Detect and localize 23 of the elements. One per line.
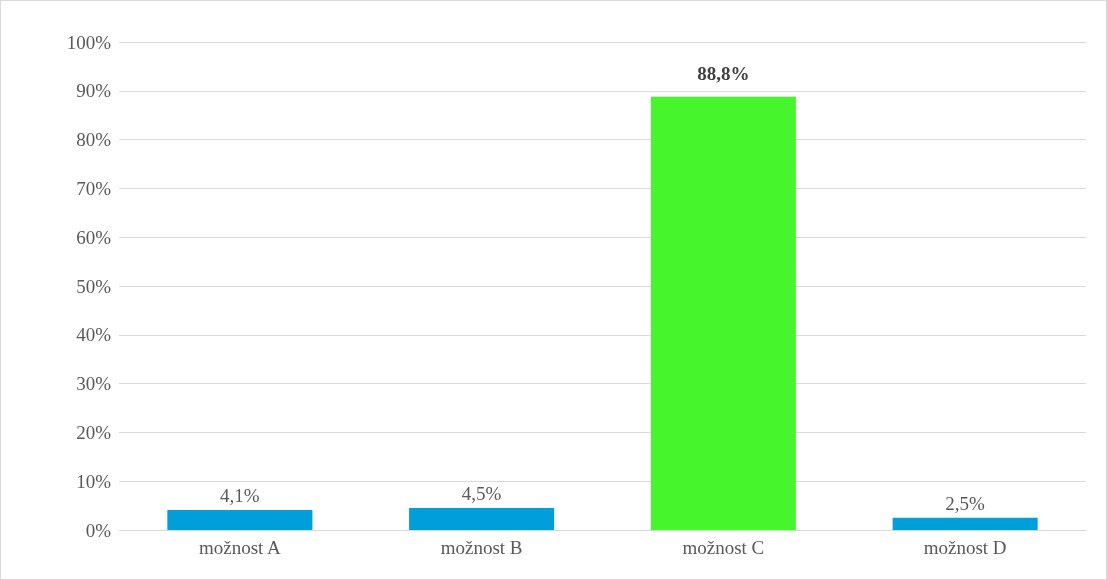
y-tick-label: 80%	[76, 129, 112, 151]
x-tick-label: možnost D	[923, 537, 1007, 558]
y-tick-label: 50%	[76, 275, 112, 297]
data-label: 4,5%	[461, 483, 502, 505]
y-tick-label: 20%	[76, 421, 112, 443]
bar	[167, 509, 313, 530]
data-label: 4,1%	[220, 484, 260, 506]
x-tick-label: možnost C	[682, 537, 765, 558]
data-label: 2,5%	[945, 492, 986, 514]
y-tick-label: 90%	[76, 80, 112, 102]
y-tick-label: 0%	[85, 519, 112, 541]
y-tick-label: 10%	[76, 470, 112, 492]
y-tick-label: 70%	[76, 177, 112, 199]
bar	[650, 96, 796, 530]
x-tick-label: možnost B	[440, 537, 523, 558]
bar	[409, 508, 555, 530]
y-tick-label: 60%	[76, 226, 112, 248]
bar	[892, 517, 1038, 530]
y-tick-label: 30%	[76, 373, 112, 395]
data-label: 88,8%	[697, 62, 750, 84]
x-tick-label: možnost A	[198, 537, 282, 558]
y-tick-label: 40%	[76, 324, 112, 346]
y-tick-label: 100%	[66, 31, 112, 53]
